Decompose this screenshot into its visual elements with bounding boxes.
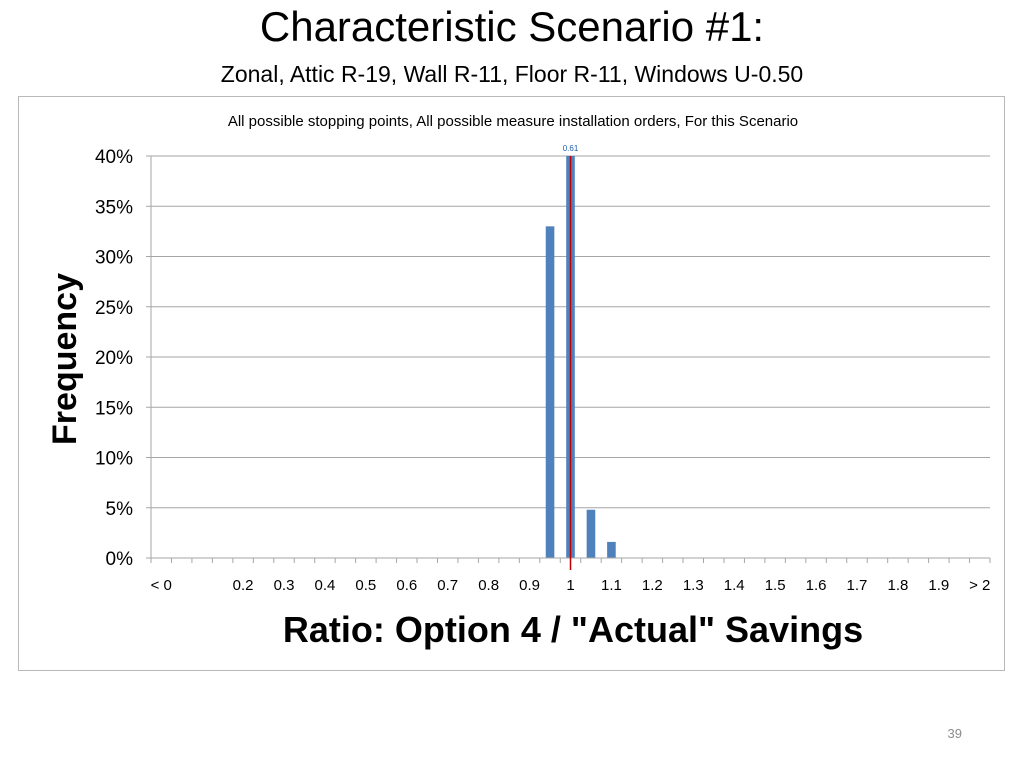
y-tick-label: 25%: [95, 298, 133, 319]
bar: [545, 226, 555, 558]
x-tick-label: 0.7: [437, 577, 458, 594]
chart-title: All possible stopping points, All possib…: [228, 113, 798, 130]
y-tick-label: 0%: [106, 549, 134, 570]
y-tick-label: 30%: [95, 248, 133, 269]
x-axis-ticks: < 0 0.2 0.3 0.4 0.5 0.6 0.7 0.8 0.9 1 1.1 1.2 1.3 1.4…: [151, 577, 991, 594]
x-axis-label: Ratio: Option 4 / "Actual" Savings: [283, 609, 863, 650]
x-tick-label: 0.6: [396, 577, 417, 594]
y-tick-label: 5%: [106, 499, 134, 520]
x-tick-label: 0.2: [233, 577, 254, 594]
x-tick-label: 0.9: [519, 577, 540, 594]
y-axis-label: Frequency: [46, 273, 84, 445]
x-tick-label: < 0: [151, 577, 172, 594]
x-tick-label: 1.2: [642, 577, 663, 594]
x-tick-label: 0.5: [355, 577, 376, 594]
y-tick-label: 35%: [95, 197, 133, 218]
x-tick-label: 1.5: [765, 577, 786, 594]
histogram-chart: All possible stopping points, All possib…: [46, 113, 991, 650]
x-tick-label: 1.1: [601, 577, 622, 594]
x-tick-label: > 2: [969, 577, 990, 594]
x-tick-label: 0.8: [478, 577, 499, 594]
x-tick-label: 1.4: [724, 577, 745, 594]
x-tick-label: 1.9: [928, 577, 949, 594]
slide-title: Characteristic Scenario #1:: [259, 3, 765, 50]
y-tick-label: 40%: [95, 147, 133, 168]
bar: [607, 541, 616, 558]
x-tick-label: 1: [566, 577, 574, 594]
y-tick-label: 20%: [95, 348, 133, 369]
page-number: 39: [947, 726, 962, 741]
x-tick-label: 0.4: [315, 577, 336, 594]
x-tick-label: 1.3: [683, 577, 704, 594]
y-axis-ticks: 0% 5% 10% 15% 20% 25% 30% 35% 40%: [95, 147, 152, 570]
reference-line-group: 0.61: [563, 144, 579, 570]
reference-line-label: 0.61: [563, 144, 579, 153]
x-tick-label: 1.8: [887, 577, 908, 594]
x-tick-label: 0.3: [274, 577, 295, 594]
slide-subtitle: Zonal, Attic R-19, Wall R-11, Floor R-11…: [220, 61, 804, 87]
y-tick-label: 15%: [95, 398, 133, 419]
y-tick-label: 10%: [95, 449, 133, 470]
bar: [586, 509, 596, 558]
x-tick-label: 1.7: [847, 577, 868, 594]
chart-frame: All possible stopping points, All possib…: [18, 96, 1005, 671]
x-tick-label: 1.6: [806, 577, 827, 594]
